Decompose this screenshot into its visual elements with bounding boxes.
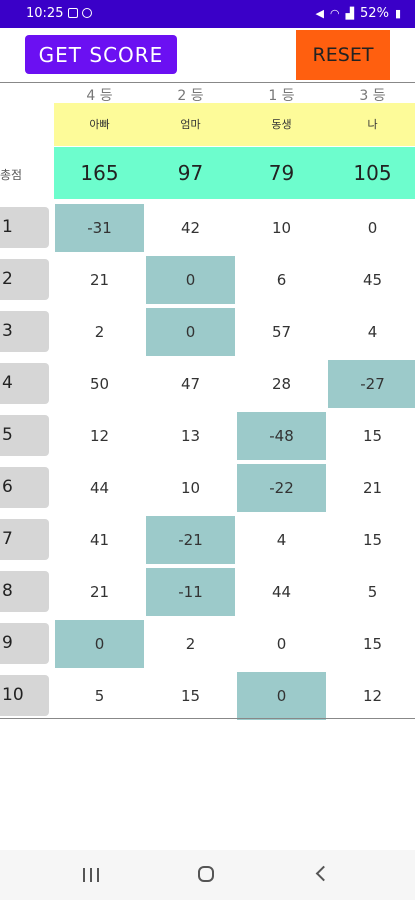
round-button[interactable]: 10 — [0, 675, 49, 716]
round-button[interactable]: 6 — [0, 467, 49, 508]
score-cell[interactable]: -48 — [237, 412, 326, 460]
score-cell[interactable]: 41 — [89, 531, 110, 549]
player-name[interactable]: 동생 — [271, 118, 292, 131]
score-cell[interactable]: 21 — [362, 479, 383, 497]
score-cell[interactable]: 4 — [367, 323, 378, 341]
score-cell[interactable]: 12 — [89, 427, 110, 445]
reset-button[interactable]: RESET — [296, 30, 390, 80]
score-cell[interactable]: -22 — [237, 464, 326, 512]
score-cell[interactable]: -27 — [328, 360, 415, 408]
recent-apps-icon[interactable] — [83, 868, 99, 882]
player-total: 165 — [80, 161, 119, 185]
score-cell[interactable]: 6 — [276, 271, 287, 289]
round-button[interactable]: 7 — [0, 519, 49, 560]
player-total: 105 — [353, 161, 392, 185]
player-name[interactable]: 엄마 — [180, 118, 201, 131]
status-bar: 10:25 ◀ ◠ ▟ 52% ▮ — [0, 0, 415, 28]
score-cell[interactable]: 15 — [180, 687, 201, 705]
total-label: 총점 — [0, 168, 23, 182]
round-button[interactable]: 8 — [0, 571, 49, 612]
player-total: 97 — [177, 161, 204, 185]
wifi-icon: ◠ — [329, 7, 340, 20]
round-button[interactable]: 2 — [0, 259, 49, 300]
score-cell[interactable]: 13 — [180, 427, 201, 445]
status-time: 10:25 — [26, 6, 64, 21]
score-cell[interactable]: 45 — [362, 271, 383, 289]
score-cell[interactable]: 5 — [367, 583, 378, 601]
score-cell[interactable]: -21 — [146, 516, 235, 564]
round-button[interactable]: 4 — [0, 363, 49, 404]
battery-level: 52% — [360, 6, 389, 21]
score-cell[interactable]: 2 — [185, 635, 196, 653]
score-cell[interactable]: 15 — [362, 427, 383, 445]
mute-icon: ◀ — [315, 7, 324, 20]
score-cell[interactable]: 44 — [89, 479, 110, 497]
get-score-button[interactable]: GET SCORE — [25, 35, 177, 74]
settings-icon — [82, 8, 92, 18]
totals-row — [54, 147, 415, 199]
home-icon[interactable] — [198, 866, 214, 882]
score-cell[interactable]: 21 — [89, 583, 110, 601]
score-cell[interactable]: 10 — [180, 479, 201, 497]
score-cell[interactable]: -11 — [146, 568, 235, 616]
score-cell[interactable]: 2 — [94, 323, 105, 341]
score-cell[interactable]: 10 — [271, 219, 292, 237]
score-cell[interactable]: 12 — [362, 687, 383, 705]
score-cell[interactable]: 0 — [146, 256, 235, 304]
round-button[interactable]: 9 — [0, 623, 49, 664]
round-button[interactable]: 1 — [0, 207, 49, 248]
navigation-bar — [0, 850, 415, 900]
score-cell[interactable]: 15 — [362, 531, 383, 549]
back-icon[interactable] — [315, 865, 332, 882]
score-cell[interactable]: -31 — [55, 204, 144, 252]
names-row — [54, 103, 415, 146]
player-rank: 2 등 — [177, 88, 204, 104]
score-cell[interactable]: 0 — [367, 219, 378, 237]
round-button[interactable]: 5 — [0, 415, 49, 456]
notification-icons — [68, 8, 92, 18]
score-cell[interactable]: 47 — [180, 375, 201, 393]
score-cell[interactable]: 44 — [271, 583, 292, 601]
gallery-icon — [68, 8, 78, 18]
player-total: 79 — [268, 161, 295, 185]
score-cell[interactable]: 5 — [94, 687, 105, 705]
score-cell[interactable]: 0 — [55, 620, 144, 668]
score-cell[interactable]: 0 — [146, 308, 235, 356]
score-cell[interactable]: 57 — [271, 323, 292, 341]
score-cell[interactable]: 15 — [362, 635, 383, 653]
battery-icon: ▮ — [394, 7, 401, 20]
player-rank: 4 등 — [86, 88, 113, 104]
round-button[interactable]: 3 — [0, 311, 49, 352]
signal-icon: ▟ — [345, 7, 355, 20]
score-cell[interactable]: 21 — [89, 271, 110, 289]
player-name[interactable]: 나 — [367, 118, 378, 131]
score-cell[interactable]: 4 — [276, 531, 287, 549]
grid-bottom-divider — [0, 718, 415, 719]
score-cell[interactable]: 42 — [180, 219, 201, 237]
score-cell[interactable]: 28 — [271, 375, 292, 393]
player-rank: 1 등 — [268, 88, 295, 104]
score-cell[interactable]: 50 — [89, 375, 110, 393]
player-rank: 3 등 — [359, 88, 386, 104]
header-divider — [0, 82, 415, 83]
score-cell[interactable]: 0 — [237, 672, 326, 720]
score-cell[interactable]: 0 — [276, 635, 287, 653]
player-name[interactable]: 아빠 — [89, 118, 110, 131]
